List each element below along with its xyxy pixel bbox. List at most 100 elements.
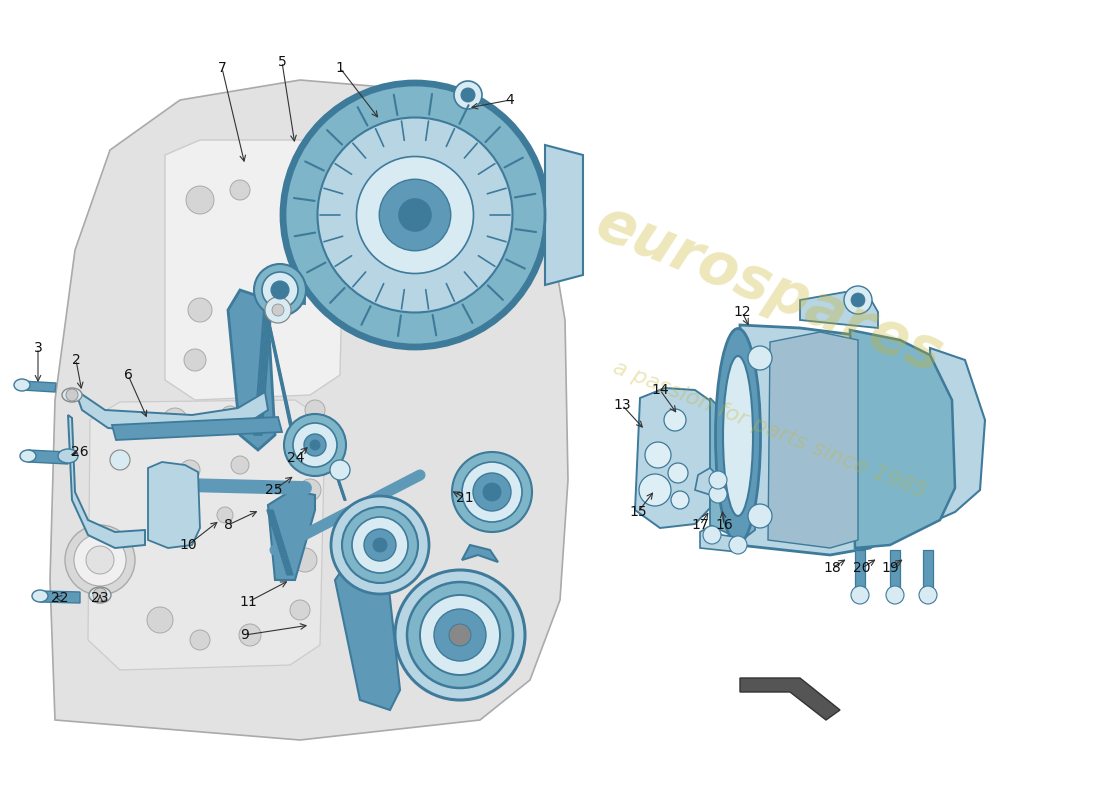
Text: 14: 14 bbox=[651, 383, 669, 397]
Ellipse shape bbox=[407, 582, 513, 688]
Text: 12: 12 bbox=[734, 305, 751, 319]
Text: 1: 1 bbox=[336, 61, 344, 75]
Text: 26: 26 bbox=[72, 445, 89, 459]
Text: 3: 3 bbox=[34, 341, 43, 355]
Ellipse shape bbox=[280, 81, 549, 349]
Circle shape bbox=[186, 186, 214, 214]
Polygon shape bbox=[112, 417, 282, 440]
Ellipse shape bbox=[271, 281, 289, 299]
Ellipse shape bbox=[342, 507, 418, 583]
Text: 10: 10 bbox=[179, 538, 197, 552]
Ellipse shape bbox=[14, 379, 30, 391]
Text: 20: 20 bbox=[854, 561, 871, 575]
Ellipse shape bbox=[420, 595, 500, 675]
Ellipse shape bbox=[379, 179, 451, 250]
Ellipse shape bbox=[356, 157, 473, 274]
Circle shape bbox=[94, 588, 107, 602]
Text: eurospares: eurospares bbox=[588, 194, 952, 386]
Ellipse shape bbox=[352, 517, 408, 573]
Circle shape bbox=[454, 81, 482, 109]
Polygon shape bbox=[544, 145, 583, 285]
Ellipse shape bbox=[86, 546, 114, 574]
Polygon shape bbox=[635, 388, 712, 528]
Circle shape bbox=[703, 526, 720, 544]
Polygon shape bbox=[336, 566, 400, 710]
Ellipse shape bbox=[364, 529, 396, 561]
Circle shape bbox=[164, 509, 186, 531]
Text: 15: 15 bbox=[629, 505, 647, 519]
Text: 17: 17 bbox=[691, 518, 708, 532]
Circle shape bbox=[230, 180, 250, 200]
Circle shape bbox=[272, 304, 284, 316]
Text: 19: 19 bbox=[881, 561, 899, 575]
Text: 8: 8 bbox=[223, 518, 232, 532]
Polygon shape bbox=[228, 290, 275, 450]
Ellipse shape bbox=[254, 264, 306, 316]
Circle shape bbox=[461, 88, 475, 102]
Ellipse shape bbox=[285, 85, 544, 345]
Circle shape bbox=[241, 341, 258, 359]
Circle shape bbox=[748, 504, 772, 528]
Text: 21: 21 bbox=[456, 491, 474, 505]
Polygon shape bbox=[268, 490, 315, 580]
Ellipse shape bbox=[284, 414, 346, 476]
Circle shape bbox=[190, 630, 210, 650]
Circle shape bbox=[668, 463, 688, 483]
Polygon shape bbox=[695, 468, 725, 498]
Ellipse shape bbox=[20, 450, 36, 462]
Ellipse shape bbox=[262, 272, 298, 308]
Text: a passion for parts since 1985: a passion for parts since 1985 bbox=[610, 358, 930, 502]
Circle shape bbox=[710, 485, 727, 503]
Circle shape bbox=[330, 460, 350, 480]
Ellipse shape bbox=[32, 590, 48, 602]
Polygon shape bbox=[68, 415, 145, 548]
Circle shape bbox=[231, 456, 249, 474]
Text: 6: 6 bbox=[123, 368, 132, 382]
Text: 5: 5 bbox=[277, 55, 286, 69]
Ellipse shape bbox=[452, 452, 532, 532]
Ellipse shape bbox=[398, 198, 431, 231]
Polygon shape bbox=[50, 80, 568, 740]
Polygon shape bbox=[165, 140, 345, 400]
Circle shape bbox=[290, 600, 310, 620]
Polygon shape bbox=[923, 550, 933, 590]
Circle shape bbox=[110, 450, 130, 470]
Text: 13: 13 bbox=[613, 398, 630, 412]
Text: 11: 11 bbox=[239, 595, 257, 609]
Text: 16: 16 bbox=[715, 518, 733, 532]
Circle shape bbox=[299, 479, 321, 501]
Polygon shape bbox=[40, 591, 80, 603]
Circle shape bbox=[147, 607, 173, 633]
Polygon shape bbox=[890, 550, 900, 590]
Text: 25: 25 bbox=[265, 483, 283, 497]
Ellipse shape bbox=[723, 356, 754, 516]
Polygon shape bbox=[850, 330, 955, 548]
Circle shape bbox=[645, 442, 671, 468]
Ellipse shape bbox=[304, 434, 326, 456]
Polygon shape bbox=[768, 332, 858, 548]
Ellipse shape bbox=[434, 609, 486, 661]
Polygon shape bbox=[462, 545, 498, 562]
Circle shape bbox=[844, 286, 872, 314]
Polygon shape bbox=[700, 526, 743, 552]
Circle shape bbox=[265, 297, 292, 323]
Polygon shape bbox=[738, 325, 910, 555]
Text: 9: 9 bbox=[241, 628, 250, 642]
Ellipse shape bbox=[65, 525, 135, 595]
Circle shape bbox=[163, 408, 187, 432]
Text: 18: 18 bbox=[823, 561, 840, 575]
Ellipse shape bbox=[715, 329, 760, 543]
Polygon shape bbox=[710, 398, 755, 540]
Polygon shape bbox=[258, 278, 305, 304]
Ellipse shape bbox=[483, 483, 500, 501]
Ellipse shape bbox=[462, 462, 522, 522]
Text: 23: 23 bbox=[91, 591, 109, 605]
Polygon shape bbox=[740, 678, 840, 720]
Text: 2: 2 bbox=[72, 353, 80, 367]
Circle shape bbox=[639, 474, 671, 506]
Circle shape bbox=[664, 409, 686, 431]
Text: 24: 24 bbox=[287, 451, 305, 465]
Circle shape bbox=[886, 586, 904, 604]
Ellipse shape bbox=[89, 587, 111, 603]
Ellipse shape bbox=[395, 570, 525, 700]
